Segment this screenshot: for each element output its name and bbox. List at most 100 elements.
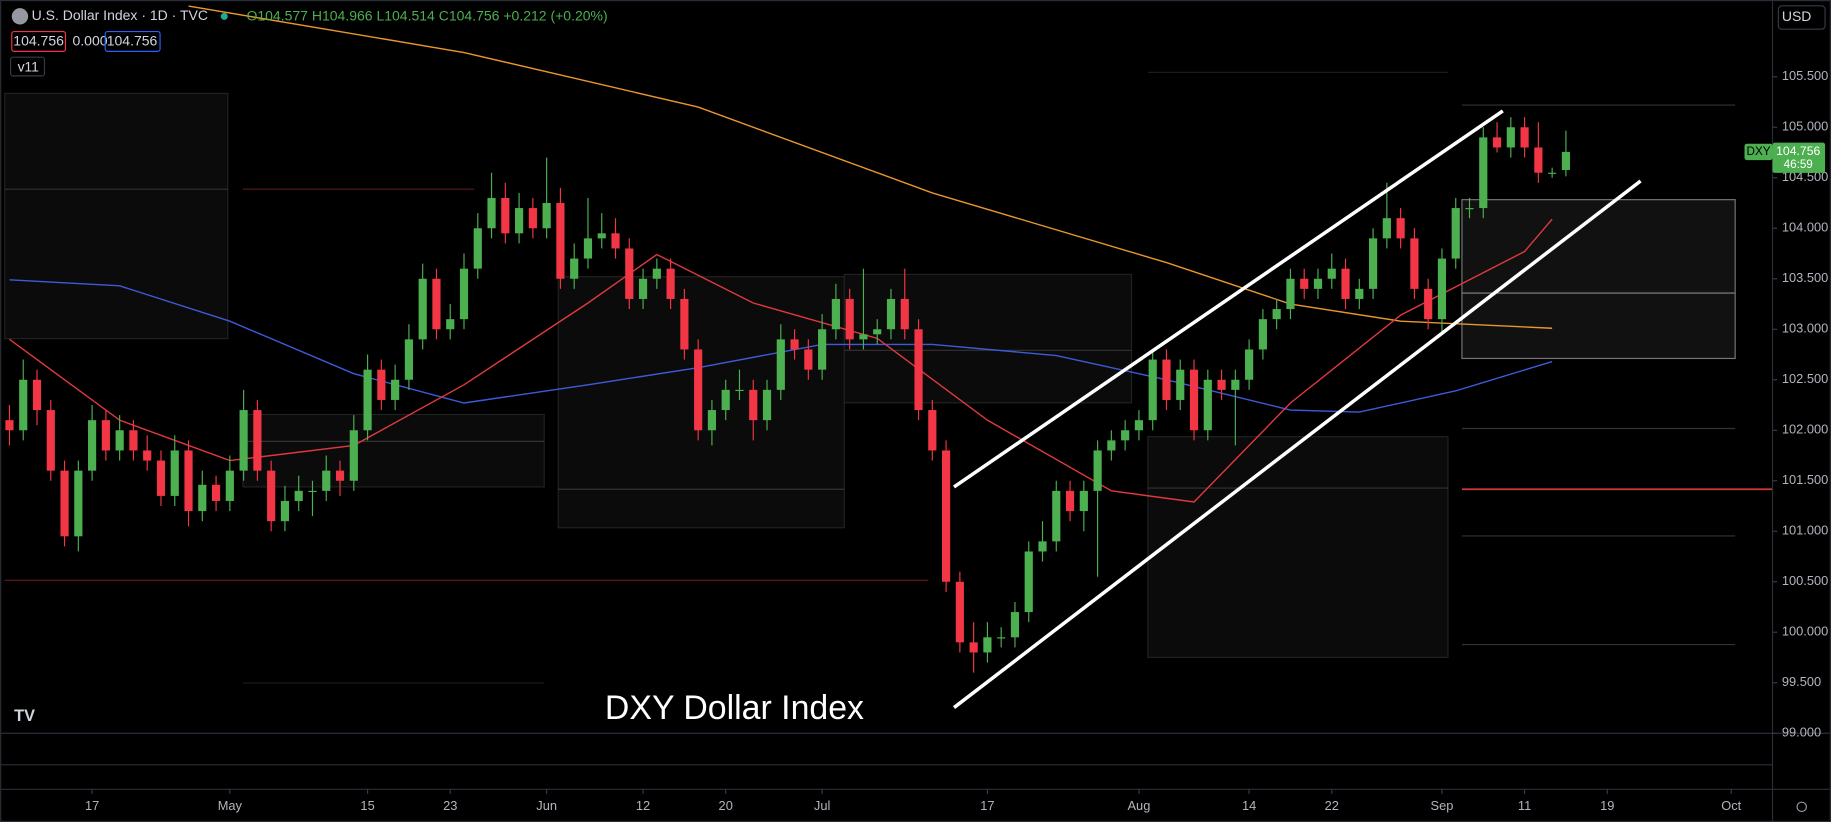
candle-body <box>1065 490 1075 512</box>
candle-body <box>804 349 813 370</box>
x-tick-label: 11 <box>1518 798 1531 813</box>
indicator-toggle[interactable] <box>10 56 46 77</box>
y-tick-label: 102.000 <box>1782 422 1828 437</box>
x-tick-label: Jul <box>814 798 830 813</box>
candle-body <box>611 233 620 249</box>
moving-average <box>9 218 1553 503</box>
currency: USD <box>1782 8 1812 24</box>
candle-body <box>1162 359 1171 400</box>
candle-body <box>1148 359 1157 421</box>
candle-body <box>446 319 455 330</box>
candle-body <box>680 298 689 350</box>
y-tick-label: 103.000 <box>1782 321 1828 336</box>
candle-body <box>473 228 482 269</box>
open: O104.577 <box>246 7 308 23</box>
candle-body <box>1024 551 1033 613</box>
last-price: 104.756 <box>1776 144 1820 158</box>
candle-body <box>32 379 42 411</box>
candle-body <box>211 484 221 501</box>
candle-body <box>101 420 110 451</box>
candle-body <box>570 258 579 279</box>
candle-body <box>1437 258 1447 320</box>
candle-body <box>239 410 248 471</box>
candle-body <box>790 339 799 350</box>
candle-body <box>1300 278 1309 289</box>
candle-body <box>294 490 303 501</box>
zone-box <box>1147 436 1449 658</box>
candle-body <box>515 208 524 234</box>
candle-body <box>5 420 14 431</box>
candle-body <box>969 642 978 653</box>
symbol-title[interactable]: U.S. Dollar Index · 1D · TVC <box>32 7 208 23</box>
y-tick-label: 101.000 <box>1782 523 1828 538</box>
candle-body <box>1176 369 1185 400</box>
candle-body <box>1520 127 1529 148</box>
candle-body <box>1479 137 1488 209</box>
candle-body <box>88 420 97 471</box>
candle-body <box>955 581 964 643</box>
candle-body <box>198 484 207 512</box>
y-tick-label: 103.500 <box>1782 270 1828 285</box>
candle-body <box>928 410 937 451</box>
candle-body <box>542 203 551 229</box>
candle-body <box>749 389 758 421</box>
candle-body <box>735 389 744 392</box>
x-tick-label: 14 <box>1242 798 1256 813</box>
channel-lower <box>952 179 1642 709</box>
candle-body <box>1396 218 1405 239</box>
x-tick-label: Jun <box>536 798 557 813</box>
x-tick-label: Aug <box>1128 798 1151 813</box>
candle-body <box>776 339 785 390</box>
ask: 104.756 <box>107 33 158 49</box>
candle-body <box>363 369 372 431</box>
candle-body <box>1121 430 1130 441</box>
candle-body <box>335 470 345 481</box>
candle-body <box>432 278 441 330</box>
plot <box>5 5 1571 673</box>
low: L104.514 <box>376 7 435 23</box>
candle-body <box>1410 238 1419 289</box>
last-price-box <box>1772 142 1826 173</box>
candle-body <box>1465 208 1474 210</box>
candle-body <box>1245 349 1254 380</box>
countdown: 46:59 <box>1784 158 1813 171</box>
candle-body <box>487 197 496 229</box>
settings-icon[interactable] <box>1796 801 1807 813</box>
y-tick-label: 101.500 <box>1782 472 1828 487</box>
candle-body <box>225 470 234 501</box>
candle-body <box>597 233 606 239</box>
candle-body <box>1258 319 1267 350</box>
candle-body <box>997 637 1006 639</box>
candle-body <box>1313 278 1323 289</box>
candle-body <box>60 470 69 537</box>
candle-body <box>1327 268 1336 279</box>
candle-body <box>1038 541 1047 552</box>
candle-body <box>143 450 152 461</box>
candle-body <box>280 500 290 522</box>
last-price-symbol: DXY <box>1747 145 1771 158</box>
y-tick-label: 100.500 <box>1782 573 1828 588</box>
candle-body <box>1217 379 1226 390</box>
bid-box[interactable] <box>11 30 67 52</box>
x-tick-label: 22 <box>1325 798 1339 813</box>
y-tick-label: 100.000 <box>1782 624 1828 639</box>
candle-body <box>1010 612 1020 638</box>
candle-body <box>1272 309 1281 320</box>
candle-body <box>1286 278 1295 310</box>
high: H104.966 <box>312 7 373 23</box>
candle-body <box>1492 137 1502 148</box>
chevron: v <box>18 58 25 74</box>
candle-body <box>942 450 951 582</box>
legend-values: O104.577 H104.966 L104.514 C104.756 +0.2… <box>246 7 607 23</box>
candle-body <box>184 450 193 512</box>
candle-body <box>1134 420 1144 431</box>
ask-box[interactable] <box>104 30 161 52</box>
candle-body <box>1451 208 1460 259</box>
currency-button[interactable] <box>1777 5 1826 30</box>
y-tick-label: 99.000 <box>1782 725 1821 740</box>
candle-body <box>1548 172 1557 174</box>
x-tick-label: 19 <box>1600 798 1614 813</box>
